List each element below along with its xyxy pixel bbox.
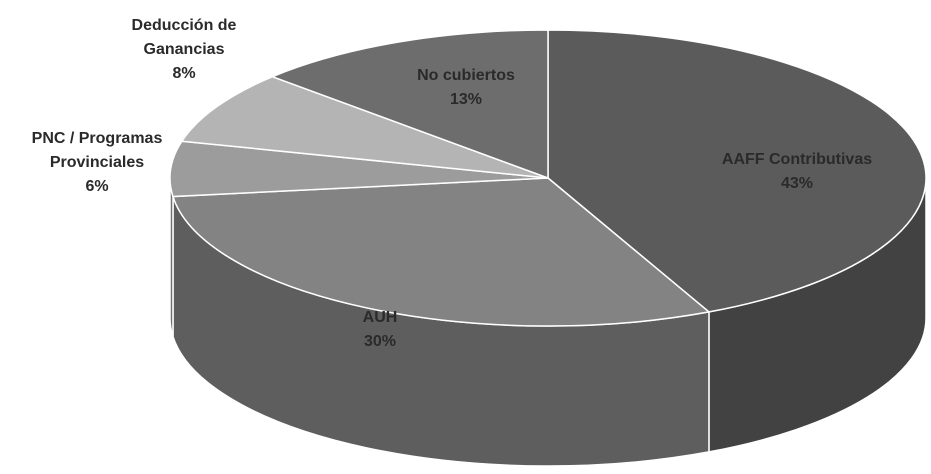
data-label: No cubiertos 13% [391, 64, 541, 112]
category-label: No cubiertos [417, 67, 515, 84]
category-label: AUH [362, 309, 398, 326]
slice [180, 75, 549, 179]
data-label: Deducción de Ganancias 8% [114, 14, 254, 86]
slice [270, 29, 549, 180]
category-label: PNC / Programas Provinciales [31, 130, 163, 171]
value-label: 30% [363, 333, 397, 350]
data-label: AAFF Contributivas 43% [687, 148, 907, 196]
slice-side [169, 177, 174, 337]
data-label: AUH 30% [320, 306, 440, 354]
slice [547, 29, 927, 313]
value-label: 6% [85, 178, 109, 195]
data-label: PNC / Programas Provinciales 6% [2, 127, 192, 199]
value-label: 43% [780, 175, 814, 192]
value-label: 13% [449, 91, 483, 108]
value-label: 8% [172, 65, 196, 82]
slice [171, 177, 711, 327]
category-label: AAFF Contributivas [721, 151, 873, 168]
slice [169, 140, 549, 198]
category-label: Deducción de Ganancias [131, 17, 237, 58]
